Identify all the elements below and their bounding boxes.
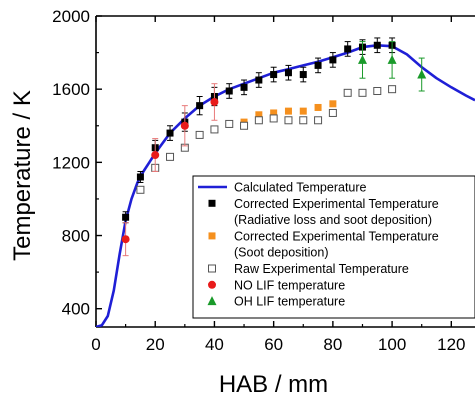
data-point [166,129,174,137]
y-tick-label: 1600 [52,80,90,99]
y-tick-label: 1200 [52,153,90,172]
data-point [255,76,263,84]
data-point [240,83,248,91]
data-point [270,109,278,117]
y-axis-title: Temperature / K [9,90,36,261]
axes [95,15,475,328]
legend-box [192,175,475,319]
data-point [195,130,204,139]
x-tick-label: 60 [264,335,283,354]
x-tick-label: 40 [205,335,224,354]
data-point [299,71,307,79]
data-point [343,88,352,97]
series-4 [121,83,219,257]
legend-swatch [208,264,216,273]
data-point [210,97,219,106]
legend-swatch [208,232,216,240]
data-point [254,116,263,125]
data-point [314,103,322,111]
y-tick-label: 800 [62,227,90,246]
x-tick-label: 20 [146,335,165,354]
data-point [357,54,367,64]
legend: Calculated Temperature Corrected Experime… [192,175,475,319]
x-ticks: 0 20 40 60 80 100 120 [91,16,466,354]
data-point [373,41,381,49]
x-tick-label: 80 [323,335,342,354]
x-tick-label: 0 [91,335,100,354]
data-point [255,111,263,119]
data-point [270,71,278,79]
legend-label: (Radiative loss and soot deposition) [234,213,432,227]
data-point [329,56,337,64]
legend-label: Corrected Experimental Temperature [234,197,439,211]
data-point [136,173,144,181]
data-point [328,108,337,117]
data-point [373,87,382,96]
data-point [387,54,397,64]
legend-label: (Soot deposition) [234,246,329,260]
data-point [284,116,293,125]
data-point [180,121,189,130]
data-point [196,102,204,110]
legend-label: NO LIF temperature [234,278,345,292]
legend-swatch [208,199,216,207]
legend-label: Raw Experimental Temperature [234,262,409,276]
data-point [136,185,145,194]
data-point [344,45,352,53]
x-tick-label: 120 [437,335,465,354]
data-point [314,61,322,69]
legend-label: OH LIF temperature [234,295,345,309]
x-axis-title: HAB / mm [219,371,328,397]
data-point [388,85,397,94]
legend-swatch [208,280,216,289]
legend-swatch [207,296,217,306]
data-point [284,69,292,77]
data-point [225,87,233,95]
plot-area [96,37,475,327]
data-point [240,121,249,130]
data-point [210,125,219,134]
data-point [284,107,292,115]
data-point [166,152,175,161]
data-point [151,151,160,160]
series-5 [357,41,427,92]
data-point [269,114,278,123]
data-point [299,107,307,115]
data-point [329,100,337,108]
y-ticks: 400 800 1200 1600 2000 [52,7,102,319]
data-point [225,119,234,128]
x-tick-label: 100 [378,335,406,354]
legend-label: Corrected Experimental Temperature [234,229,439,243]
legend-label: Calculated Temperature [234,181,367,195]
data-point [358,88,367,97]
y-tick-label: 400 [62,300,90,319]
y-tick-label: 2000 [52,7,90,26]
data-point [122,213,130,221]
data-point [121,235,130,244]
data-point [314,116,323,125]
data-point [299,116,308,125]
data-point [417,69,427,79]
